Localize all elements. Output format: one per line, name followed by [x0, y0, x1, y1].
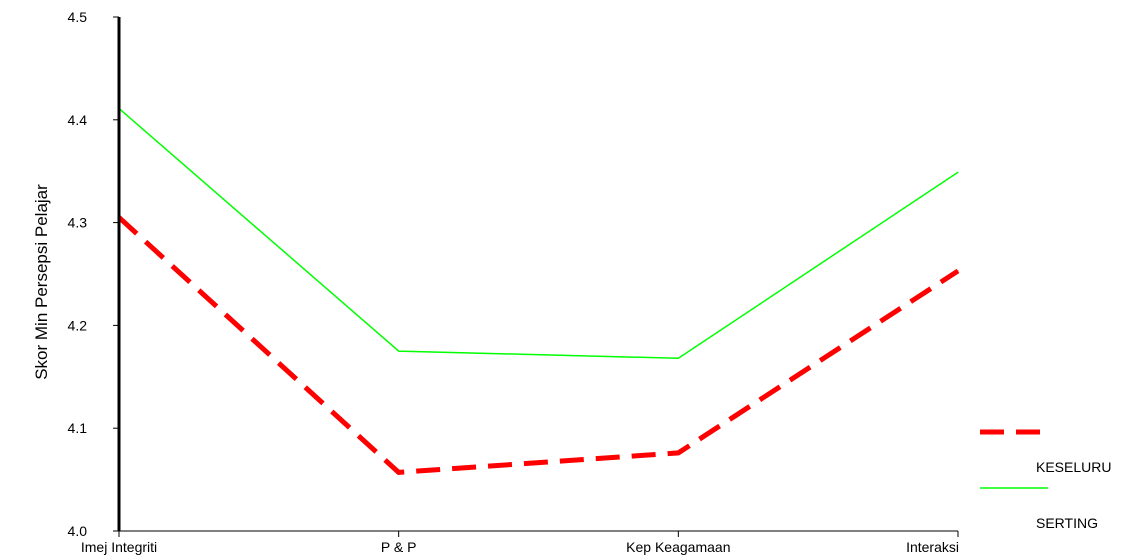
y-tick-label: 4.3 [68, 215, 88, 231]
y-axis-title: Skor Min Persepsi Pelajar [32, 184, 51, 380]
y-tick-label: 4.5 [68, 9, 88, 25]
y-tick-label: 4.4 [68, 112, 88, 128]
y-tick-label: 4.0 [68, 523, 88, 539]
data-point [677, 452, 679, 454]
x-tick-label: P & P [381, 539, 417, 555]
x-tick-label: Imej Integriti [81, 539, 157, 555]
legend: KESELURU SERTING [980, 429, 1111, 531]
data-point [398, 350, 400, 352]
x-tick-label: Kep Keagamaan [626, 539, 730, 555]
x-tick-label: Interaksi [906, 539, 959, 555]
series-line-1 [118, 107, 959, 360]
data-point [957, 270, 959, 272]
series-lines [117, 107, 960, 475]
y-axis-ticks: 4.0 4.1 4.2 4.3 4.4 4.5 [68, 9, 119, 539]
y-tick-label: 4.1 [68, 420, 88, 436]
legend-label: KESELURU [1036, 459, 1111, 475]
series-line-0 [117, 215, 960, 475]
data-point [398, 471, 400, 473]
x-axis-ticks: Imej Integriti P & P Kep Keagamaan Interaks… [81, 531, 959, 555]
data-point [957, 171, 959, 173]
y-tick-label: 4.2 [68, 317, 88, 333]
legend-label: SERTING [1036, 515, 1098, 531]
data-point [677, 357, 679, 359]
